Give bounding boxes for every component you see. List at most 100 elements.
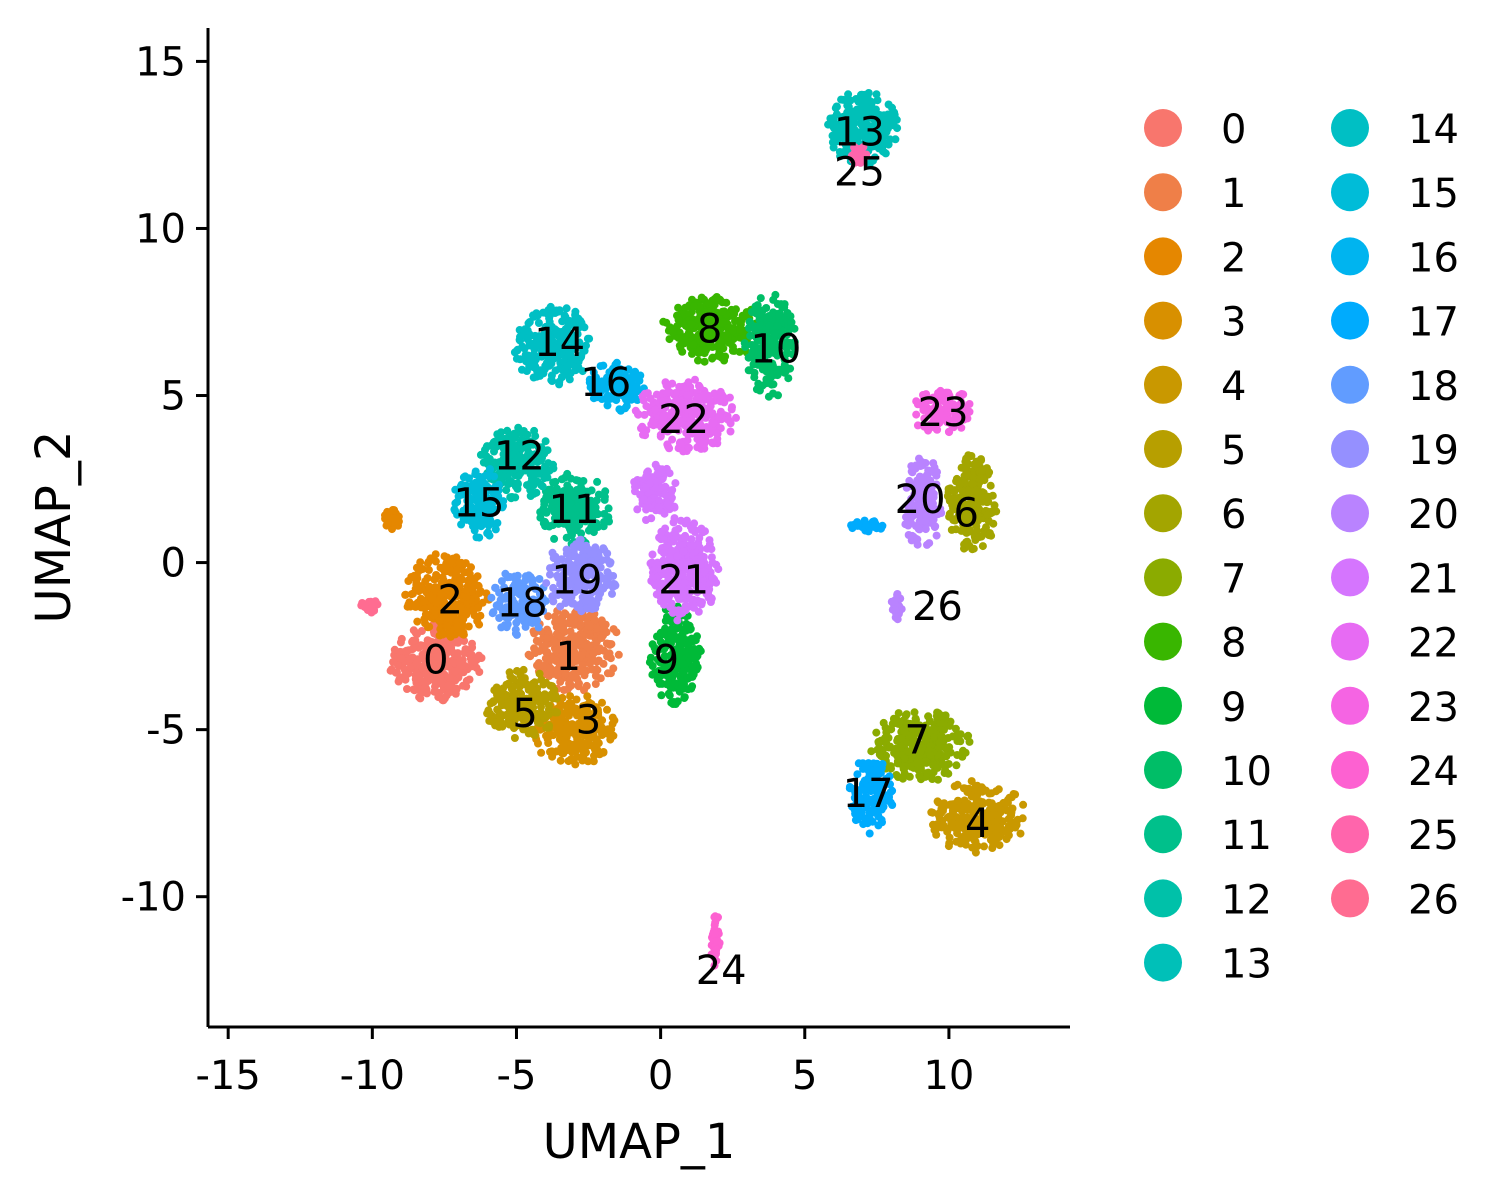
point-cluster-21 [672,531,681,540]
point-cluster-8 [674,303,683,312]
point-cluster-21 [671,479,680,488]
point-cluster-2 [431,550,440,559]
point-cluster-9 [680,693,689,702]
point-cluster-10 [740,339,749,348]
point-cluster-1 [602,639,611,648]
point-cluster-3 [556,756,565,765]
point-cluster-6 [969,544,978,553]
point-cluster-2 [420,615,429,624]
point-cluster-16 [616,406,625,415]
point-cluster-14 [551,366,560,375]
point-cluster-1 [566,613,575,622]
point-cluster-6 [990,501,999,510]
point-cluster-0 [412,659,421,667]
point-cluster-7 [963,732,972,741]
point-cluster-4 [999,798,1008,807]
point-cluster-11 [563,469,572,478]
point-cluster-1 [576,636,585,645]
point-cluster-5 [545,702,553,710]
point-cluster-4 [981,786,990,795]
point-cluster-2 [413,617,422,626]
point-cluster-0 [455,658,464,667]
point-cluster-0 [397,674,406,683]
point-cluster-1 [577,614,585,623]
point-cluster-0 [459,681,467,690]
point-cluster-0 [471,657,480,666]
point-cluster-12 [482,443,491,452]
point-cluster-6 [968,479,977,488]
point-cluster-2 [441,562,450,571]
point-cluster-7 [907,762,915,771]
point-cluster-15 [471,470,480,479]
point-cluster-19 [556,602,565,611]
point-cluster-1 [542,634,551,643]
point-cluster-6 [983,498,991,507]
point-cluster-6 [963,470,972,479]
point-cluster-9 [669,700,678,708]
point-cluster-3 [571,760,580,769]
point-cluster-2 [464,622,473,631]
point-cluster-6 [963,539,972,548]
point-cluster-0 [430,645,439,654]
point-cluster-20 [893,590,902,598]
point-cluster-7 [952,761,961,770]
point-cluster-2 [424,623,432,632]
point-cluster-0 [426,656,435,665]
point-cluster-10 [758,381,767,390]
point-cluster-2 [476,611,485,620]
point-cluster-7 [953,751,962,759]
point-cluster-8 [721,352,730,361]
point-cluster-11 [605,517,613,526]
point-cluster-19 [608,589,616,598]
point-cluster-17 [865,829,874,838]
point-cluster-21 [663,500,672,508]
point-cluster-1 [605,649,614,658]
point-cluster-1 [592,665,601,674]
point-cluster-1 [559,610,568,619]
point-cluster-9 [688,682,697,691]
point-cluster-21 [657,527,666,536]
point-cluster-7 [933,763,942,772]
point-cluster-21 [654,503,663,512]
point-cluster-5 [501,690,510,699]
point-cluster-1 [556,677,565,686]
point-cluster-21 [642,472,651,481]
point-cluster-2 [416,558,425,567]
point-cluster-4 [1002,835,1011,844]
point-cluster-8 [674,316,683,325]
point-cluster-8 [722,298,731,307]
point-cluster-1 [577,651,586,660]
point-cluster-13 [888,103,896,112]
point-cluster-0 [397,654,406,663]
point-cluster-21 [633,505,642,514]
point-cluster-21 [657,535,665,544]
point-cluster-14 [551,309,559,317]
point-cluster-9 [679,667,688,676]
point-cluster-21 [708,574,717,582]
point-cluster-1 [524,650,533,659]
point-cluster-18 [487,593,496,602]
point-cluster-2 [418,565,427,573]
point-cluster-13 [860,90,869,99]
point-cluster-0 [442,691,451,700]
point-cluster-1 [554,645,563,654]
point-cluster-2 [465,570,474,578]
point-cluster-2 [474,581,483,590]
point-cluster-3 [603,705,611,714]
point-cluster-1 [612,628,621,637]
point-cluster-15 [483,529,492,538]
point-cluster-7 [886,742,895,751]
point-cluster-0 [448,647,457,656]
point-cluster-10 [765,312,774,320]
point-cluster-3 [565,701,574,710]
point-cluster-21 [651,460,660,469]
point-cluster-20 [916,462,925,470]
point-cluster-20 [921,525,930,534]
point-cluster-11 [601,487,610,496]
point-cluster-11 [540,500,549,509]
point-cluster-4 [1016,829,1025,838]
point-cluster-7 [929,724,938,733]
point-cluster-12 [538,482,547,491]
point-cluster-0 [408,636,417,645]
